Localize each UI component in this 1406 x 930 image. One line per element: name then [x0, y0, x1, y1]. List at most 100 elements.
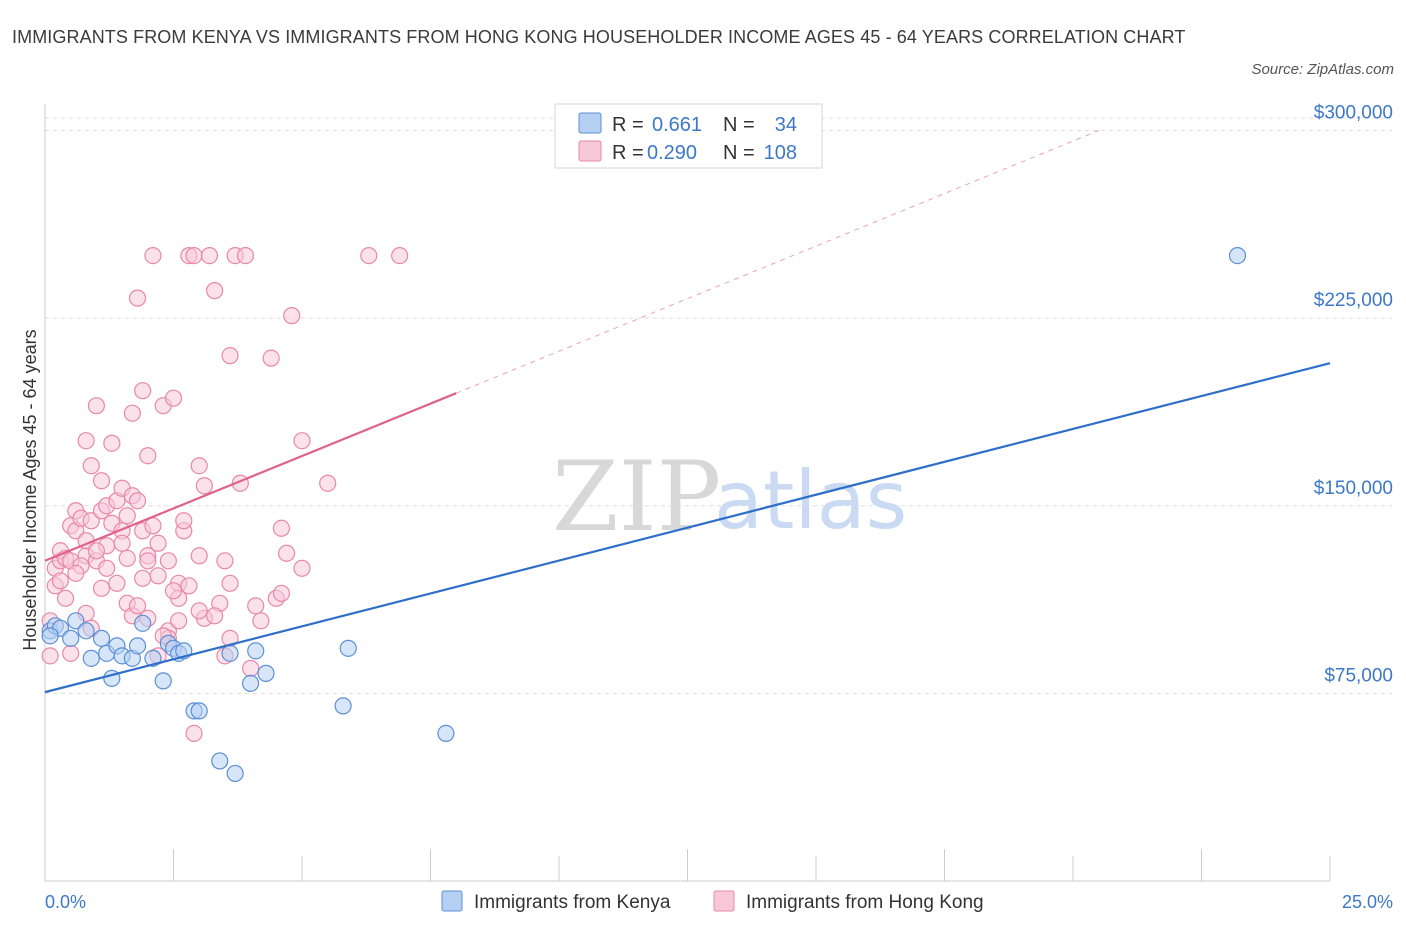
trend-layer [44, 130, 1331, 694]
data-point-hongkong[interactable] [360, 246, 378, 265]
data-point-hongkong[interactable] [62, 644, 80, 662]
data-point-hongkong[interactable] [221, 574, 239, 592]
bottom-legend-swatch-kenya[interactable] [441, 890, 463, 912]
data-point-hongkong[interactable] [118, 549, 136, 567]
y-tick-label: $150,000 [1314, 478, 1393, 499]
legend-n-label-hongkong: N = [723, 142, 755, 164]
legend-n-value-hongkong: 108 [764, 142, 797, 164]
data-point-hongkong[interactable] [277, 544, 296, 562]
data-point-hongkong[interactable] [195, 477, 213, 495]
data-point-hongkong[interactable] [200, 246, 219, 265]
data-point-hongkong[interactable] [149, 567, 167, 585]
data-point-hongkong[interactable] [82, 512, 100, 530]
data-point-hongkong[interactable] [283, 307, 301, 325]
data-point-hongkong[interactable] [190, 457, 208, 475]
stats-legend: R = 0.661 N = 34 R = 0.290 N = 108 [554, 103, 823, 169]
data-point-hongkong[interactable] [134, 569, 152, 587]
data-point-kenya[interactable] [190, 702, 208, 720]
data-point-hongkong[interactable] [319, 474, 337, 492]
legend-r-label-hongkong: R = [612, 142, 644, 164]
data-point-hongkong[interactable] [247, 597, 265, 615]
data-point-hongkong[interactable] [144, 246, 162, 265]
data-point-kenya[interactable] [62, 629, 80, 647]
trend-extension-hongkong [456, 130, 1099, 394]
data-point-hongkong[interactable] [206, 282, 224, 300]
data-point-kenya[interactable] [257, 664, 275, 682]
data-point-hongkong[interactable] [262, 349, 280, 367]
data-point-kenya[interactable] [221, 644, 239, 662]
data-point-kenya[interactable] [437, 724, 455, 743]
data-point-hongkong[interactable] [113, 534, 131, 552]
data-point-hongkong[interactable] [149, 534, 167, 552]
trend-line-kenya [44, 362, 1331, 694]
data-point-hongkong[interactable] [87, 542, 106, 560]
data-point-hongkong[interactable] [128, 492, 147, 510]
data-point-kenya[interactable] [226, 764, 244, 783]
data-point-hongkong[interactable] [41, 647, 59, 665]
data-point-hongkong[interactable] [391, 246, 409, 265]
data-point-hongkong[interactable] [185, 724, 203, 743]
trend-line-hongkong [44, 392, 457, 562]
data-point-hongkong[interactable] [180, 577, 198, 595]
data-point-hongkong[interactable] [92, 579, 111, 597]
legend-n-value-kenya: 34 [775, 114, 797, 136]
data-point-kenya[interactable] [82, 649, 100, 667]
legend-n-label-kenya: N = [723, 114, 755, 136]
data-point-hongkong[interactable] [108, 574, 126, 592]
data-point-kenya[interactable] [134, 614, 152, 632]
data-point-hongkong[interactable] [82, 457, 100, 475]
data-point-hongkong[interactable] [221, 347, 239, 365]
data-point-hongkong[interactable] [123, 404, 141, 422]
data-point-kenya[interactable] [67, 612, 85, 630]
data-point-kenya[interactable] [77, 622, 95, 640]
data-point-hongkong[interactable] [159, 552, 177, 570]
data-point-hongkong[interactable] [128, 597, 147, 615]
data-point-hongkong[interactable] [216, 552, 234, 570]
data-point-hongkong[interactable] [190, 547, 208, 565]
data-point-hongkong[interactable] [164, 389, 183, 407]
data-point-kenya[interactable] [41, 627, 59, 645]
data-point-kenya[interactable] [154, 672, 172, 690]
data-point-hongkong[interactable] [175, 512, 193, 530]
data-point-hongkong[interactable] [92, 472, 111, 490]
data-point-kenya[interactable] [92, 629, 111, 647]
data-point-hongkong[interactable] [67, 564, 85, 582]
data-point-hongkong[interactable] [56, 589, 75, 607]
data-point-hongkong[interactable] [242, 659, 260, 677]
data-point-hongkong[interactable] [272, 519, 291, 537]
data-point-hongkong[interactable] [118, 507, 136, 525]
bottom-legend-label-kenya[interactable]: Immigrants from Kenya [474, 892, 671, 913]
axis-layer: $75,000 $150,000 $225,000 $300,000 0.0% 25.0% [44, 103, 1393, 912]
data-point-hongkong[interactable] [87, 397, 106, 415]
data-point-hongkong[interactable] [185, 246, 203, 265]
bottom-legend-swatch-hongkong[interactable] [713, 890, 735, 912]
data-point-kenya[interactable] [128, 637, 147, 655]
grid-layer [45, 117, 1392, 694]
data-point-hongkong[interactable] [170, 612, 188, 630]
data-point-hongkong[interactable] [128, 289, 147, 307]
data-point-kenya[interactable] [334, 697, 352, 715]
data-point-hongkong[interactable] [272, 584, 291, 602]
data-point-hongkong[interactable] [51, 572, 70, 590]
data-point-hongkong[interactable] [236, 246, 255, 265]
legend-r-value-hongkong: 0.290 [647, 142, 697, 164]
watermark-atlas: atlas [714, 454, 907, 547]
data-point-kenya[interactable] [247, 642, 265, 660]
data-point-kenya[interactable] [1228, 246, 1247, 265]
data-point-hongkong[interactable] [139, 552, 157, 570]
data-point-kenya[interactable] [242, 674, 260, 692]
data-point-hongkong[interactable] [206, 607, 224, 625]
data-point-hongkong[interactable] [139, 447, 157, 465]
data-point-hongkong[interactable] [293, 432, 311, 450]
data-point-hongkong[interactable] [293, 559, 311, 577]
data-point-hongkong[interactable] [190, 602, 208, 620]
data-point-kenya[interactable] [339, 639, 357, 657]
data-point-kenya[interactable] [211, 752, 229, 770]
data-point-hongkong[interactable] [98, 559, 116, 577]
data-point-hongkong[interactable] [134, 382, 152, 400]
data-point-hongkong[interactable] [77, 432, 95, 450]
data-point-hongkong[interactable] [103, 434, 121, 452]
data-point-hongkong[interactable] [164, 582, 183, 600]
data-point-hongkong[interactable] [252, 612, 270, 630]
bottom-legend-label-hongkong[interactable]: Immigrants from Hong Kong [746, 892, 984, 913]
